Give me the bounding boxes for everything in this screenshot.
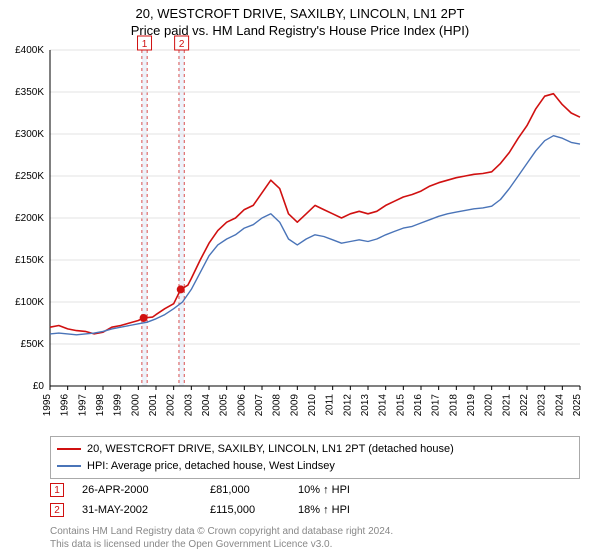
- svg-text:1: 1: [142, 39, 148, 50]
- svg-text:2023: 2023: [537, 394, 548, 417]
- svg-text:2025: 2025: [572, 394, 583, 417]
- sales-block: 1 26-APR-2000 £81,000 10% ↑ HPI 2 31-MAY…: [50, 480, 378, 520]
- svg-text:2: 2: [179, 39, 185, 50]
- svg-text:2021: 2021: [501, 394, 512, 417]
- svg-text:1999: 1999: [113, 394, 124, 417]
- svg-text:£0: £0: [33, 381, 45, 392]
- svg-text:£100K: £100K: [15, 297, 44, 308]
- chart-svg: £0£50K£100K£150K£200K£250K£300K£350K£400…: [50, 50, 580, 434]
- svg-text:2000: 2000: [130, 394, 141, 417]
- svg-text:£350K: £350K: [15, 87, 44, 98]
- svg-text:2010: 2010: [307, 394, 318, 417]
- legend-swatch-1: [57, 448, 81, 450]
- sale-marker-2: 2: [50, 503, 64, 517]
- legend-label-1: 20, WESTCROFT DRIVE, SAXILBY, LINCOLN, L…: [87, 441, 454, 458]
- svg-text:2008: 2008: [272, 394, 283, 417]
- svg-text:2013: 2013: [360, 394, 371, 417]
- sale-pct-1: 10% ↑ HPI: [298, 484, 378, 496]
- svg-text:2022: 2022: [519, 394, 530, 417]
- legend-label-2: HPI: Average price, detached house, West…: [87, 458, 335, 475]
- sale-price-2: £115,000: [210, 504, 280, 516]
- sale-price-1: £81,000: [210, 484, 280, 496]
- sale-row-1: 1 26-APR-2000 £81,000 10% ↑ HPI: [50, 480, 378, 500]
- svg-text:1995: 1995: [42, 394, 53, 417]
- svg-text:2006: 2006: [236, 394, 247, 417]
- sale-marker-1: 1: [50, 483, 64, 497]
- title-block: 20, WESTCROFT DRIVE, SAXILBY, LINCOLN, L…: [0, 0, 600, 38]
- footnote-line-2: This data is licensed under the Open Gov…: [50, 539, 393, 552]
- svg-text:2011: 2011: [325, 394, 336, 416]
- svg-text:2019: 2019: [466, 394, 477, 417]
- svg-text:1998: 1998: [95, 394, 106, 417]
- sale-date-1: 26-APR-2000: [82, 484, 192, 496]
- svg-text:2018: 2018: [448, 394, 459, 417]
- sale-date-2: 31-MAY-2002: [82, 504, 192, 516]
- svg-text:2020: 2020: [484, 394, 495, 417]
- svg-text:2007: 2007: [254, 394, 265, 417]
- svg-text:2009: 2009: [289, 394, 300, 417]
- title-address: 20, WESTCROFT DRIVE, SAXILBY, LINCOLN, L…: [0, 6, 600, 21]
- svg-text:2012: 2012: [342, 394, 353, 417]
- legend-row-1: 20, WESTCROFT DRIVE, SAXILBY, LINCOLN, L…: [57, 441, 573, 458]
- svg-text:2016: 2016: [413, 394, 424, 417]
- svg-text:1997: 1997: [77, 394, 88, 417]
- svg-text:£250K: £250K: [15, 171, 44, 182]
- sale-num-2: 2: [54, 505, 60, 516]
- svg-text:2001: 2001: [148, 394, 159, 417]
- title-subtitle: Price paid vs. HM Land Registry's House …: [0, 23, 600, 38]
- svg-text:2004: 2004: [201, 394, 212, 417]
- chart-area: £0£50K£100K£150K£200K£250K£300K£350K£400…: [50, 50, 580, 410]
- sale-row-2: 2 31-MAY-2002 £115,000 18% ↑ HPI: [50, 500, 378, 520]
- svg-text:£200K: £200K: [15, 213, 44, 224]
- svg-text:2014: 2014: [378, 394, 389, 417]
- svg-text:£400K: £400K: [15, 45, 44, 56]
- svg-text:£150K: £150K: [15, 255, 44, 266]
- svg-text:2005: 2005: [219, 394, 230, 417]
- svg-text:1996: 1996: [60, 394, 71, 417]
- legend-box: 20, WESTCROFT DRIVE, SAXILBY, LINCOLN, L…: [50, 436, 580, 479]
- svg-text:£300K: £300K: [15, 129, 44, 140]
- svg-text:2003: 2003: [183, 394, 194, 417]
- svg-text:2015: 2015: [395, 394, 406, 417]
- sale-pct-2: 18% ↑ HPI: [298, 504, 378, 516]
- svg-text:£50K: £50K: [21, 339, 45, 350]
- svg-text:2017: 2017: [431, 394, 442, 417]
- sale-num-1: 1: [54, 485, 60, 496]
- legend-row-2: HPI: Average price, detached house, West…: [57, 458, 573, 475]
- footnote: Contains HM Land Registry data © Crown c…: [50, 526, 393, 551]
- svg-text:2002: 2002: [166, 394, 177, 417]
- footnote-line-1: Contains HM Land Registry data © Crown c…: [50, 526, 393, 539]
- legend-swatch-2: [57, 465, 81, 467]
- chart-container: 20, WESTCROFT DRIVE, SAXILBY, LINCOLN, L…: [0, 0, 600, 560]
- svg-text:2024: 2024: [554, 394, 565, 417]
